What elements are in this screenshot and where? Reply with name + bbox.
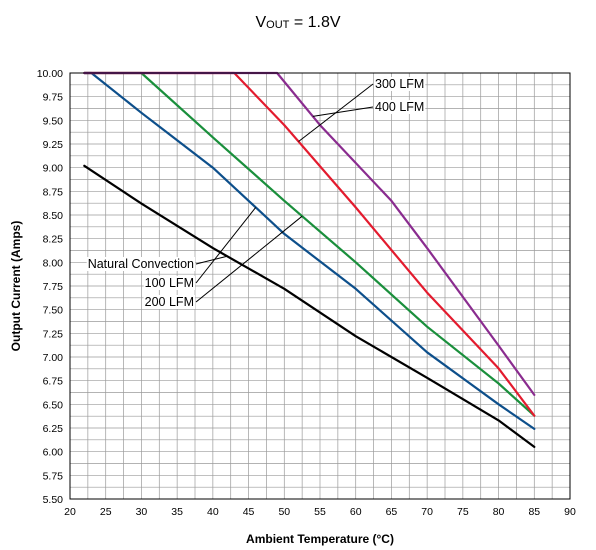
y-tick-label: 8.75 <box>43 186 64 198</box>
y-tick-label: 6.75 <box>43 376 64 388</box>
x-tick-label: 40 <box>207 506 219 518</box>
tick-labels: 20 25 30 35 40 45 50 55 60 65 70 75 80 85 90 5.50 5.75 6.… <box>37 68 576 518</box>
annotations: Natural Convection 100 LFM 200 LFM 300 LFM 4… <box>86 77 426 309</box>
y-tick-label: 6.50 <box>43 399 64 411</box>
y-tick-label: 8.00 <box>43 257 64 269</box>
title-main: V <box>255 14 266 31</box>
y-tick-label: 6.00 <box>43 447 64 459</box>
annotation-label: Natural Convection <box>88 257 194 271</box>
x-tick-label: 80 <box>493 506 505 518</box>
grid <box>69 72 571 500</box>
x-tick-label: 60 <box>350 506 362 518</box>
series-line-200-lfm <box>83 71 536 417</box>
x-tick-label: 50 <box>278 506 290 518</box>
annotation-label: 300 LFM <box>375 77 424 91</box>
title-rest: = 1.8V <box>289 14 340 31</box>
series-line-300-lfm <box>83 71 536 417</box>
annotation-label-background <box>143 295 195 309</box>
annotation-label: 200 LFM <box>145 295 194 309</box>
annotation-label: 400 LFM <box>375 100 424 114</box>
x-tick-label: 45 <box>243 506 255 518</box>
chart-title: VOUT = 1.8V <box>255 14 340 31</box>
annotation-leader-line <box>195 215 303 303</box>
y-tick-label: 9.75 <box>43 92 64 104</box>
y-tick-label: 9.50 <box>43 115 64 127</box>
series-line-natural-convection <box>83 164 536 448</box>
y-tick-label: 7.25 <box>43 328 64 340</box>
x-tick-label: 55 <box>314 506 326 518</box>
title-subscript: OUT <box>266 19 290 31</box>
x-tick-label: 35 <box>171 506 183 518</box>
y-tick-label: 10.00 <box>37 68 63 80</box>
y-tick-label: 9.25 <box>43 139 64 151</box>
y-tick-label: 5.50 <box>43 494 64 506</box>
annotation-leader-line <box>195 207 257 284</box>
y-tick-label: 6.25 <box>43 423 64 435</box>
annotation-label-background <box>374 77 426 91</box>
x-tick-label: 20 <box>64 506 76 518</box>
x-axis-label: Ambient Temperature (°C) <box>246 532 394 546</box>
x-tick-label: 25 <box>100 506 112 518</box>
x-tick-label: 30 <box>136 506 148 518</box>
x-tick-label: 85 <box>528 506 540 518</box>
y-tick-label: 9.00 <box>43 163 64 175</box>
y-tick-label: 7.75 <box>43 281 64 293</box>
annotation-label-background <box>374 100 426 114</box>
y-tick-label: 5.75 <box>43 470 64 482</box>
series-line-100-lfm <box>83 71 536 430</box>
x-tick-label: 70 <box>421 506 433 518</box>
annotation-leader-line <box>195 255 228 265</box>
y-tick-label: 7.50 <box>43 305 64 317</box>
x-tick-label: 90 <box>564 506 576 518</box>
annotation-label: 100 LFM <box>145 276 194 290</box>
annotation-label-background <box>86 257 196 271</box>
plot-frame <box>69 72 571 500</box>
x-tick-label: 75 <box>457 506 469 518</box>
y-tick-label: 7.00 <box>43 352 64 364</box>
y-axis-label: Output Current (Amps) <box>9 221 23 352</box>
x-tick-label: 65 <box>386 506 398 518</box>
annotation-label-background <box>143 276 195 290</box>
annotation-leader-line <box>312 106 374 117</box>
y-tick-label: 8.50 <box>43 210 64 222</box>
y-tick-label: 8.25 <box>43 234 64 246</box>
